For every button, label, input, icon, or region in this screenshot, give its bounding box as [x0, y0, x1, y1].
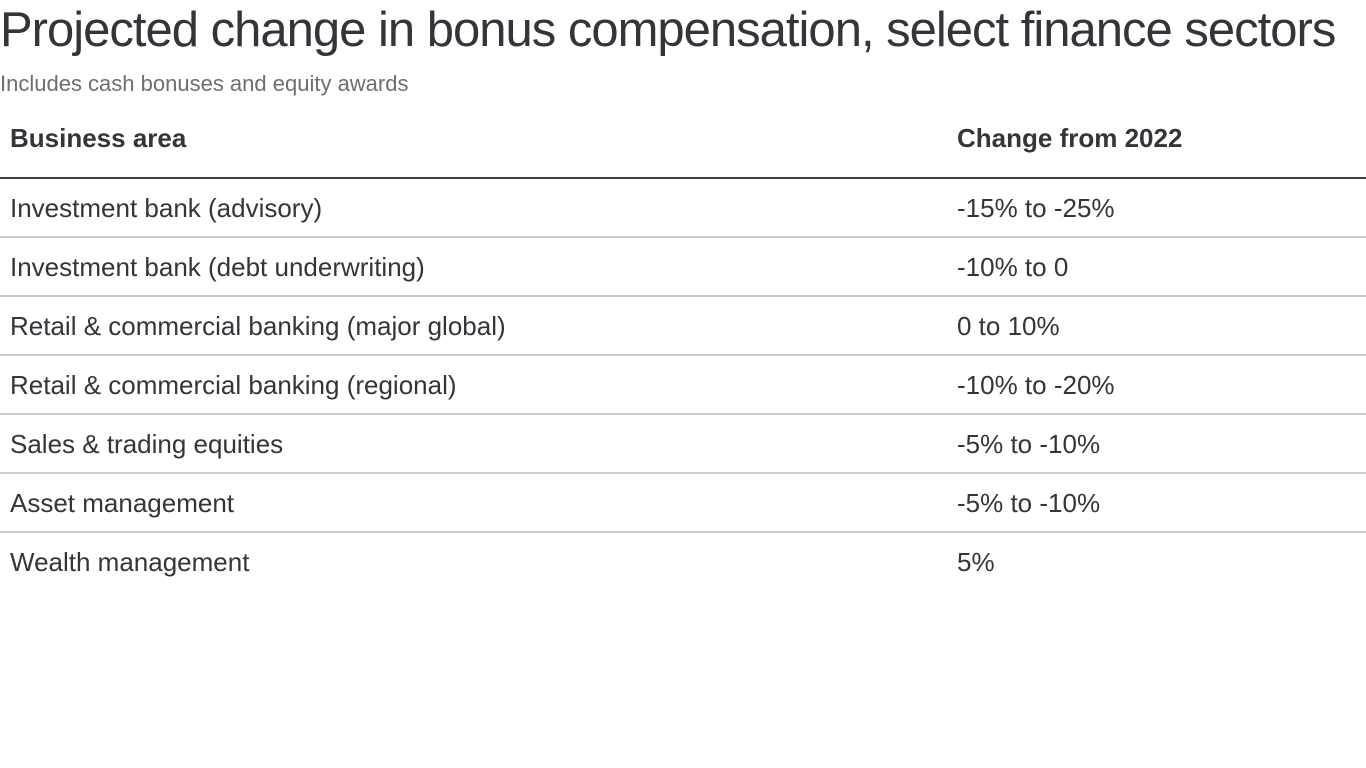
bonus-change-table: Business area Change from 2022 Investmen…: [0, 98, 1366, 590]
table-row: Wealth management 5%: [0, 533, 1366, 590]
business-area-cell: Retail & commercial banking (major globa…: [10, 310, 506, 341]
business-area-cell: Retail & commercial banking (regional): [10, 369, 457, 400]
change-value-cell: -5% to -10%: [957, 487, 1101, 518]
table-header-row: Business area Change from 2022: [0, 98, 1366, 179]
table-row: Asset management -5% to -10%: [0, 474, 1366, 533]
table-row: Retail & commercial banking (major globa…: [0, 297, 1366, 356]
business-area-cell: Sales & trading equities: [10, 428, 284, 459]
change-value-cell: -10% to 0: [957, 251, 1069, 282]
business-area-cell: Investment bank (advisory): [10, 192, 323, 223]
business-area-cell: Investment bank (debt underwriting): [10, 251, 425, 282]
table-row: Investment bank (advisory) -15% to -25%: [0, 179, 1366, 238]
column-header-business-area: Business area: [10, 122, 187, 153]
page-title: Projected change in bonus compensation, …: [0, 3, 1336, 57]
change-value-cell: 0 to 10%: [957, 310, 1060, 341]
table-row: Investment bank (debt underwriting) -10%…: [0, 238, 1366, 297]
column-header-change-from-2022: Change from 2022: [957, 122, 1183, 153]
change-value-cell: -15% to -25%: [957, 192, 1115, 223]
change-value-cell: -10% to -20%: [957, 369, 1115, 400]
page-subtitle: Includes cash bonuses and equity awards: [0, 71, 409, 96]
table-row: Sales & trading equities -5% to -10%: [0, 415, 1366, 474]
change-value-cell: -5% to -10%: [957, 428, 1101, 459]
business-area-cell: Asset management: [10, 487, 235, 518]
table-row: Retail & commercial banking (regional) -…: [0, 356, 1366, 415]
business-area-cell: Wealth management: [10, 546, 250, 577]
change-value-cell: 5%: [957, 546, 995, 577]
